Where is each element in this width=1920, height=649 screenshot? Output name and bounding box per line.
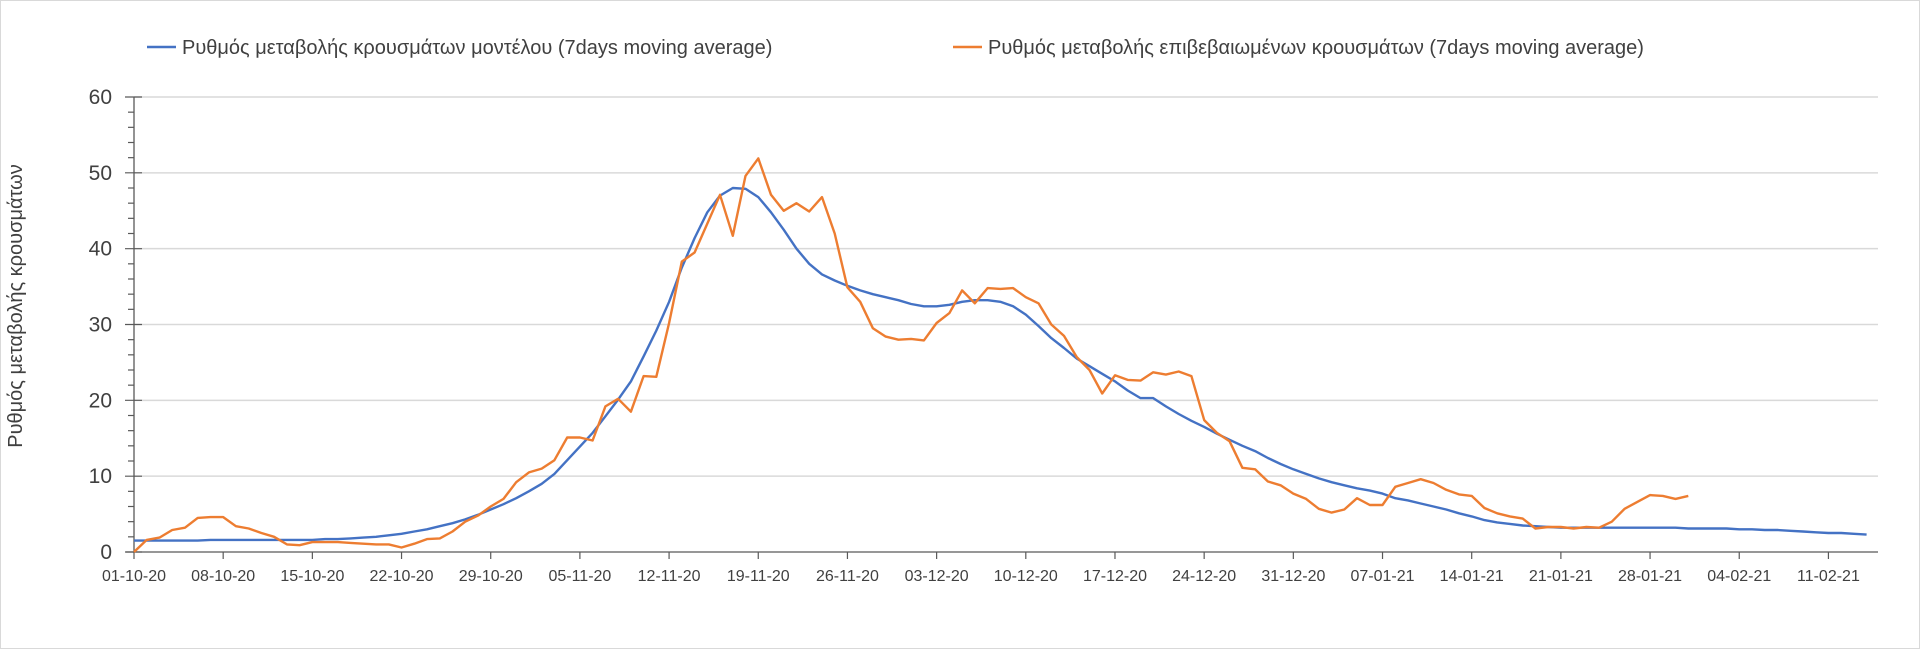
legend-item-model[interactable]: Ρυθμός μεταβολής κρουσμάτων μοντέλου (7d… (147, 37, 772, 59)
x-tick-label: 15-10-20 (280, 568, 344, 585)
x-tick-label: 17-12-20 (1083, 568, 1147, 585)
series-lines (133, 157, 1867, 553)
x-tick-label: 04-02-21 (1707, 568, 1771, 585)
y-tick-label: 50 (89, 162, 112, 185)
series-line-model (134, 186, 1867, 542)
y-axis-title: Ρυθμός μεταβολής κρουσμάτων (5, 164, 27, 448)
x-tick-label: 21-01-21 (1529, 568, 1593, 585)
series-line-confirmed (133, 157, 1689, 553)
x-tick-label: 05-11-20 (548, 568, 611, 585)
y-tick-label: 0 (100, 541, 112, 564)
x-tick-label: 07-01-21 (1350, 568, 1414, 585)
y-tick-label: 20 (89, 389, 112, 412)
x-tick-label: 08-10-20 (191, 568, 255, 585)
legend-label-confirmed: Ρυθμός μεταβολής επιβεβαιωμένων κρουσμάτ… (988, 37, 1644, 59)
x-tick-label: 29-10-20 (459, 568, 523, 585)
x-tick-label: 22-10-20 (370, 568, 434, 585)
y-tick-label: 60 (89, 86, 112, 109)
legend-label-model: Ρυθμός μεταβολής κρουσμάτων μοντέλου (7d… (182, 37, 772, 59)
y-tick-label: 30 (89, 314, 112, 337)
legend-item-confirmed[interactable]: Ρυθμός μεταβολής επιβεβαιωμένων κρουσμάτ… (953, 37, 1644, 59)
x-tick-label: 14-01-21 (1440, 568, 1504, 585)
x-tick-label: 01-10-20 (102, 568, 166, 585)
x-tick-label: 26-11-20 (816, 568, 879, 585)
axes: 0 10 20 30 40 50 60 01-10-20 08-10-20 15-10-20 22-… (89, 86, 1878, 585)
y-tick-label: 10 (89, 465, 112, 488)
x-tick-label: 19-11-20 (727, 568, 790, 585)
legend: Ρυθμός μεταβολής κρουσμάτων μοντέλου (7d… (147, 37, 1644, 59)
x-tick-label: 24-12-20 (1172, 568, 1236, 585)
y-tick-label: 40 (89, 238, 112, 261)
x-tick-label: 31-12-20 (1261, 568, 1325, 585)
x-tick-label: 28-01-21 (1618, 568, 1682, 585)
x-tick-label: 03-12-20 (905, 568, 969, 585)
x-tick-label: 12-11-20 (638, 568, 701, 585)
x-tick-label: 11-02-21 (1797, 568, 1860, 585)
gridlines (134, 96, 1878, 477)
x-tick-label: 10-12-20 (994, 568, 1058, 585)
